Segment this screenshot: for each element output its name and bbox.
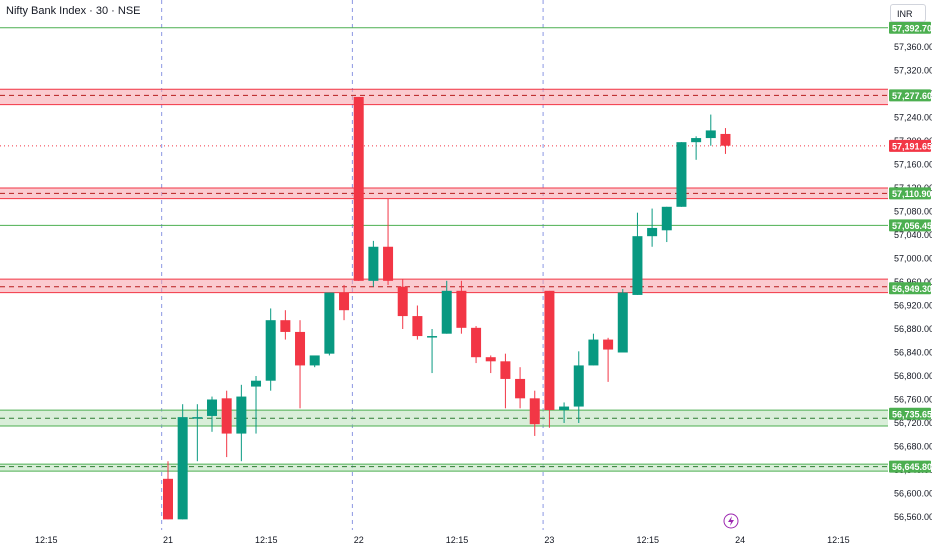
price-tag-label: 57,277.60 — [892, 91, 932, 101]
y-tick-label: 56,760.00 — [894, 395, 932, 405]
price-zone — [0, 464, 888, 472]
price-tag — [889, 89, 931, 102]
price-tag-label: 57,056.45 — [892, 221, 932, 231]
candle-body[interactable] — [265, 320, 276, 381]
price-tag — [889, 219, 931, 232]
candle-body[interactable] — [441, 290, 452, 334]
candle-body[interactable] — [397, 286, 408, 317]
y-tick-label: 56,800.00 — [894, 371, 932, 381]
candle-body[interactable] — [588, 339, 599, 366]
price-tag — [889, 460, 931, 473]
x-tick-label: 12:15 — [827, 535, 850, 545]
candle-body[interactable] — [603, 339, 614, 350]
price-tag-label: 57,110.90 — [892, 189, 932, 199]
lightning-glyph — [728, 516, 734, 526]
candle-body[interactable] — [529, 398, 540, 425]
candle-body[interactable] — [177, 417, 188, 520]
candle-body[interactable] — [163, 478, 173, 520]
currency-button[interactable]: INR — [890, 4, 926, 22]
y-tick-label: 57,160.00 — [894, 160, 932, 170]
candle-body[interactable] — [720, 133, 731, 146]
candle-body[interactable] — [221, 398, 232, 434]
candle-body[interactable] — [691, 138, 702, 143]
candle-body[interactable] — [295, 331, 306, 366]
candle-body[interactable] — [339, 292, 350, 311]
x-tick-label: 22 — [354, 535, 364, 545]
y-tick-label: 56,720.00 — [894, 418, 932, 428]
price-tag-label: 56,645.80 — [892, 462, 932, 472]
candle-body[interactable] — [324, 292, 335, 354]
candle-body[interactable] — [309, 355, 320, 366]
price-zone — [0, 89, 888, 105]
y-tick-label: 56,960.00 — [894, 277, 932, 287]
price-tag — [889, 187, 931, 200]
y-tick-label: 57,360.00 — [894, 42, 932, 52]
x-tick-label: 12:15 — [255, 535, 278, 545]
candle-body[interactable] — [192, 417, 203, 419]
x-tick-label: 23 — [544, 535, 554, 545]
candle-body[interactable] — [515, 378, 526, 399]
y-tick-label: 56,680.00 — [894, 442, 932, 452]
chart-title: Nifty Bank Index · 30 · NSE — [6, 5, 141, 17]
y-tick-label: 56,880.00 — [894, 324, 932, 334]
y-tick-label: 56,920.00 — [894, 301, 932, 311]
candle-body[interactable] — [456, 290, 467, 328]
price-zone — [0, 279, 888, 293]
price-tag-label: 56,949.30 — [892, 284, 932, 294]
candle-body[interactable] — [632, 236, 643, 295]
y-tick-label: 57,000.00 — [894, 254, 932, 264]
price-tag — [889, 282, 931, 295]
y-tick-label: 56,600.00 — [894, 489, 932, 499]
price-tag — [889, 21, 931, 34]
y-tick-label: 57,080.00 — [894, 207, 932, 217]
candle-body[interactable] — [661, 206, 672, 231]
candle-body[interactable] — [676, 142, 687, 207]
candle-body[interactable] — [280, 320, 291, 332]
price-tag-label: 57,191.65 — [892, 141, 932, 151]
price-tag-label: 56,735.65 — [892, 409, 932, 419]
candle-body[interactable] — [236, 396, 247, 434]
candle-body[interactable] — [427, 336, 438, 338]
x-tick-label: 12:15 — [35, 535, 58, 545]
y-tick-label: 56,840.00 — [894, 348, 932, 358]
x-tick-label: 12:15 — [446, 535, 469, 545]
y-tick-label: 57,320.00 — [894, 66, 932, 76]
candle-body[interactable] — [705, 130, 716, 139]
candle-body[interactable] — [573, 365, 584, 407]
x-tick-label: 24 — [735, 535, 745, 545]
candle-body[interactable] — [485, 357, 496, 362]
candle-body[interactable] — [383, 246, 394, 281]
candle-body[interactable] — [559, 406, 570, 411]
price-tag — [889, 407, 931, 420]
price-tag-label: 57,392.70 — [892, 23, 932, 33]
candle-body[interactable] — [412, 316, 423, 337]
x-tick-label: 12:15 — [636, 535, 659, 545]
candle-body[interactable] — [368, 246, 379, 281]
x-tick-label: 21 — [163, 535, 173, 545]
candle-body[interactable] — [471, 327, 482, 358]
candle-body[interactable] — [647, 227, 658, 237]
y-tick-label: 56,560.00 — [894, 512, 932, 522]
candle-body[interactable] — [353, 96, 364, 281]
candle-body[interactable] — [544, 290, 555, 411]
candle-body[interactable] — [207, 399, 218, 416]
y-tick-label: 57,040.00 — [894, 230, 932, 240]
price-tag — [889, 139, 931, 152]
y-tick-label: 57,240.00 — [894, 113, 932, 123]
candle-body[interactable] — [500, 361, 511, 379]
candle-body[interactable] — [251, 380, 262, 387]
candle-body[interactable] — [617, 292, 628, 353]
